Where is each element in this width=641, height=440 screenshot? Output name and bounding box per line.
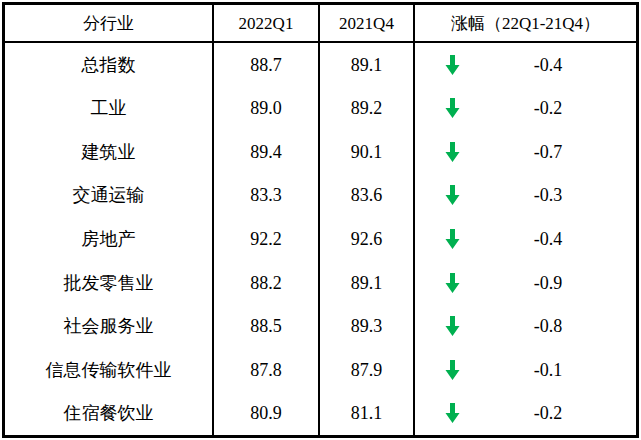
change-value: -0.4 bbox=[460, 230, 636, 248]
industry-cell: 住宿餐饮业 bbox=[5, 391, 214, 435]
industry-cell: 总指数 bbox=[5, 43, 214, 87]
down-arrow-icon bbox=[445, 273, 460, 293]
down-arrow-icon bbox=[445, 316, 460, 336]
industry-cell: 交通运输 bbox=[5, 174, 214, 218]
q1-2022-cell: 88.5 bbox=[214, 304, 320, 348]
change-cell: -0.2 bbox=[415, 87, 636, 131]
q4-2021-cell: 90.1 bbox=[320, 130, 415, 174]
change-value: -0.9 bbox=[460, 274, 636, 292]
q4-2021-cell: 81.1 bbox=[320, 391, 415, 435]
change-cell: -0.3 bbox=[415, 174, 636, 218]
down-arrow-icon bbox=[445, 403, 460, 423]
page: 分行业 2022Q1 2021Q4 涨幅（22Q1-21Q4） 总指数 88.7… bbox=[0, 0, 641, 440]
q1-2022-cell: 89.4 bbox=[214, 130, 320, 174]
industry-cell: 信息传输软件业 bbox=[5, 348, 214, 392]
down-arrow-icon bbox=[445, 185, 460, 205]
q4-2021-cell: 92.6 bbox=[320, 217, 415, 261]
change-cell: -0.4 bbox=[415, 43, 636, 87]
change-value: -0.7 bbox=[460, 143, 636, 161]
q4-2021-cell: 89.1 bbox=[320, 261, 415, 305]
change-value: -0.4 bbox=[460, 56, 636, 74]
down-arrow-icon bbox=[445, 98, 460, 118]
industry-cell: 房地产 bbox=[5, 217, 214, 261]
q4-2021-cell: 89.1 bbox=[320, 43, 415, 87]
q4-2021-cell: 89.3 bbox=[320, 304, 415, 348]
header-change: 涨幅（22Q1-21Q4） bbox=[415, 5, 636, 43]
q4-2021-cell: 83.6 bbox=[320, 174, 415, 218]
change-cell: -0.2 bbox=[415, 391, 636, 435]
change-cell: -0.8 bbox=[415, 304, 636, 348]
q1-2022-cell: 87.8 bbox=[214, 348, 320, 392]
change-value: -0.3 bbox=[460, 186, 636, 204]
industry-cell: 批发零售业 bbox=[5, 261, 214, 305]
change-value: -0.1 bbox=[460, 361, 636, 379]
industry-cell: 建筑业 bbox=[5, 130, 214, 174]
q4-2021-cell: 89.2 bbox=[320, 87, 415, 131]
change-value: -0.8 bbox=[460, 317, 636, 335]
industry-index-table: 分行业 2022Q1 2021Q4 涨幅（22Q1-21Q4） 总指数 88.7… bbox=[2, 2, 639, 438]
down-arrow-icon bbox=[445, 55, 460, 75]
header-industry: 分行业 bbox=[5, 5, 214, 43]
q1-2022-cell: 89.0 bbox=[214, 87, 320, 131]
header-2021q4: 2021Q4 bbox=[320, 5, 415, 43]
q1-2022-cell: 83.3 bbox=[214, 174, 320, 218]
down-arrow-icon bbox=[445, 229, 460, 249]
down-arrow-icon bbox=[445, 142, 460, 162]
q1-2022-cell: 88.2 bbox=[214, 261, 320, 305]
change-cell: -0.4 bbox=[415, 217, 636, 261]
q1-2022-cell: 80.9 bbox=[214, 391, 320, 435]
change-cell: -0.9 bbox=[415, 261, 636, 305]
change-cell: -0.1 bbox=[415, 348, 636, 392]
q4-2021-cell: 87.9 bbox=[320, 348, 415, 392]
change-cell: -0.7 bbox=[415, 130, 636, 174]
change-value: -0.2 bbox=[460, 99, 636, 117]
q1-2022-cell: 92.2 bbox=[214, 217, 320, 261]
change-value: -0.2 bbox=[460, 404, 636, 422]
down-arrow-icon bbox=[445, 360, 460, 380]
industry-cell: 工业 bbox=[5, 87, 214, 131]
q1-2022-cell: 88.7 bbox=[214, 43, 320, 87]
header-2022q1: 2022Q1 bbox=[214, 5, 320, 43]
industry-cell: 社会服务业 bbox=[5, 304, 214, 348]
